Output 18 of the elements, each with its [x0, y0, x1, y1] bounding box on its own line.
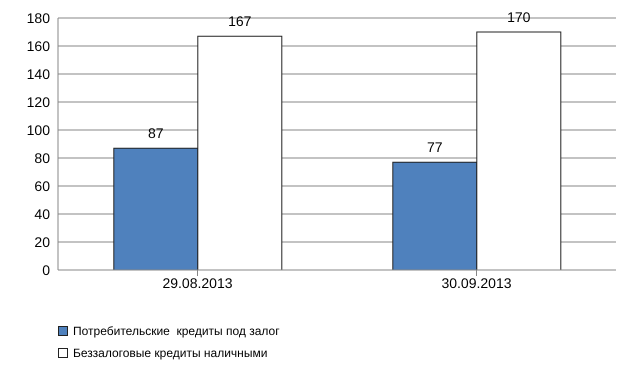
y-tick-label: 120 [26, 94, 50, 110]
y-tick-label: 140 [26, 66, 50, 82]
y-tick-label: 100 [26, 122, 50, 138]
y-tick-label: 20 [34, 234, 50, 250]
y-tick-label: 80 [34, 150, 50, 166]
legend-label: Беззалоговые кредиты наличными [73, 346, 268, 360]
data-label: 170 [507, 9, 531, 25]
data-label: 167 [228, 13, 252, 30]
x-tick-label: 30.09.2013 [441, 274, 512, 291]
y-tick-label: 40 [34, 206, 50, 222]
y-tick-label: 160 [26, 38, 50, 54]
data-label: 87 [148, 125, 164, 142]
x-tick-label: 29.08.2013 [162, 274, 233, 291]
y-tick-label: 180 [26, 10, 50, 26]
y-tick-label: 60 [34, 178, 50, 194]
data-label: 77 [427, 139, 443, 156]
legend-label: Потребительские кредиты под залог [73, 324, 280, 338]
y-tick-label: 0 [42, 262, 50, 278]
